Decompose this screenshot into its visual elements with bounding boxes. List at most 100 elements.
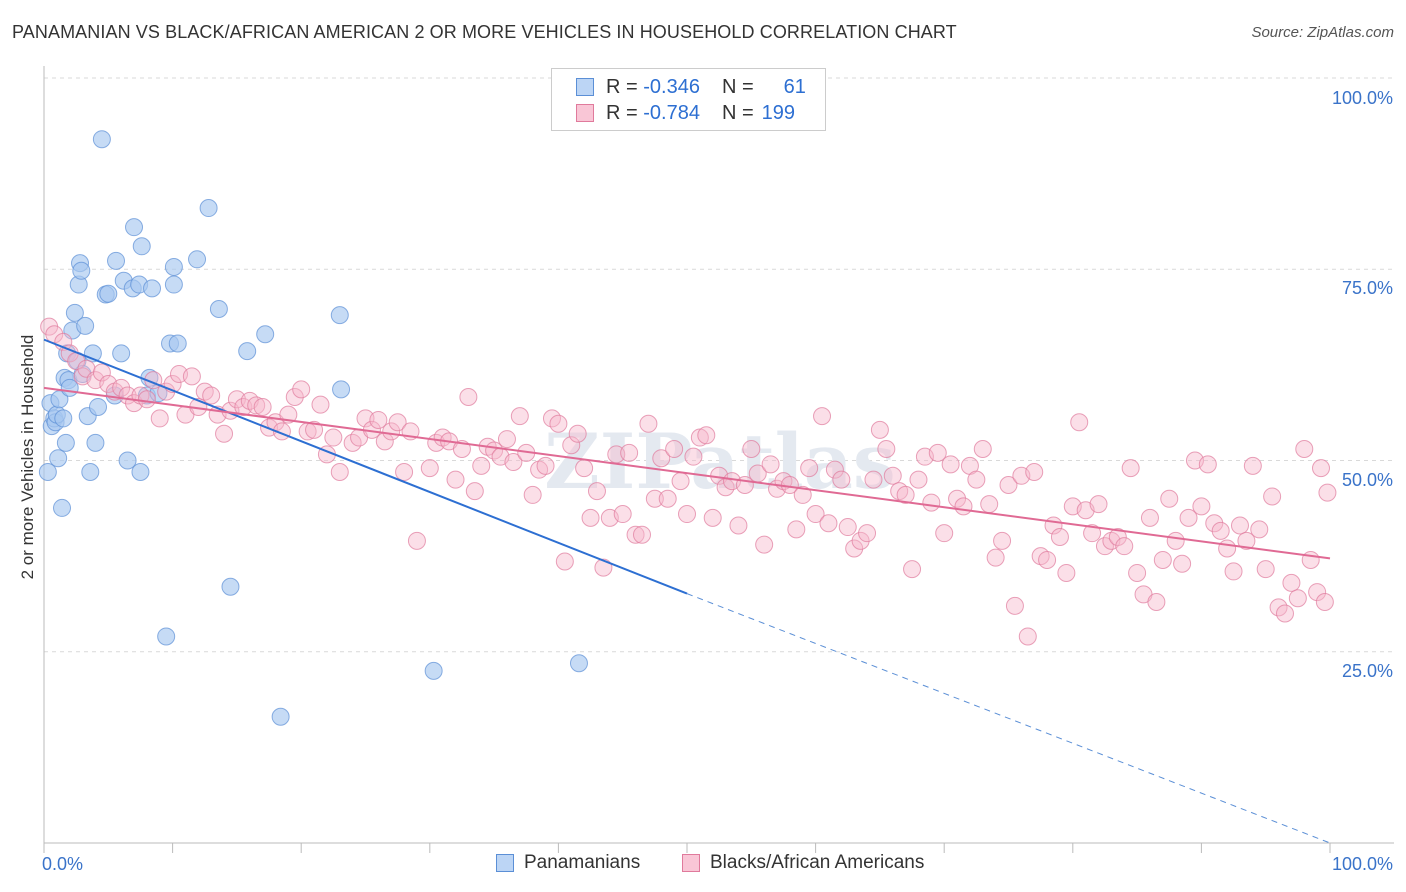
- black-point: [1153, 550, 1172, 569]
- black-point: [684, 447, 703, 466]
- series-label-panamanians: Panamanians: [524, 852, 641, 873]
- black-point: [697, 426, 716, 445]
- black-point: [1089, 495, 1108, 514]
- panamanian-point: [256, 325, 275, 344]
- panamanian-point: [125, 218, 144, 237]
- black-point: [632, 525, 651, 544]
- black-point: [1205, 514, 1224, 533]
- black-point: [1160, 489, 1179, 508]
- black-point: [292, 380, 311, 399]
- black-point: [896, 485, 915, 504]
- panamanian-point: [89, 397, 108, 416]
- series-legend-blacks[interactable]: Blacks/African Americans: [682, 852, 924, 874]
- black-point: [1192, 497, 1211, 516]
- black-point: [1198, 455, 1217, 474]
- black-point: [1115, 537, 1134, 556]
- black-point: [761, 455, 780, 474]
- black-point: [112, 378, 131, 397]
- black-point: [909, 470, 928, 489]
- panamanian-point: [209, 300, 228, 319]
- series-swatch-panamanians: [496, 854, 514, 872]
- black-point: [1288, 589, 1307, 608]
- black-point: [819, 514, 838, 533]
- black-point: [1318, 483, 1337, 502]
- black-point: [594, 558, 613, 577]
- black-point: [1256, 560, 1275, 579]
- series-legend-panamanians[interactable]: Panamanians: [496, 852, 640, 874]
- y-tick-label: 100.0%: [1332, 88, 1393, 108]
- panamanian-point: [54, 409, 73, 428]
- black-point: [305, 420, 324, 439]
- black-point: [1128, 563, 1147, 582]
- black-point: [407, 531, 426, 550]
- black-point: [845, 539, 864, 558]
- panamanian-point: [107, 251, 126, 270]
- black-point: [1243, 456, 1262, 475]
- black-point: [330, 462, 349, 481]
- black-point: [92, 363, 111, 382]
- black-point: [182, 367, 201, 386]
- black-point: [948, 489, 967, 508]
- black-point: [472, 456, 491, 475]
- x-tick-label: 0.0%: [42, 854, 83, 874]
- black-point: [202, 386, 221, 405]
- black-point: [1005, 596, 1024, 615]
- black-point: [324, 428, 343, 447]
- black-point: [1230, 516, 1249, 535]
- source-label: Source: ZipAtlas.com: [1251, 24, 1394, 41]
- black-point: [1179, 508, 1198, 527]
- panamanian-point: [199, 199, 218, 218]
- black-point: [285, 388, 304, 407]
- black-point: [1070, 413, 1089, 432]
- black-point: [510, 407, 529, 426]
- legend-r-label: R =: [606, 75, 638, 98]
- panamanian-point: [56, 433, 75, 452]
- legend-row-blacks: R = -0.784 N = 199: [576, 101, 795, 125]
- panamanian-point: [76, 316, 95, 335]
- black-point: [465, 482, 484, 501]
- panamanian-point: [330, 306, 349, 325]
- panamanian-point: [86, 433, 105, 452]
- black-point: [568, 424, 587, 443]
- black-point: [883, 466, 902, 485]
- black-point: [787, 520, 806, 539]
- black-point: [1050, 528, 1069, 546]
- black-point: [993, 531, 1012, 550]
- black-point: [1140, 508, 1159, 527]
- black-point: [356, 409, 375, 428]
- black-point: [620, 443, 639, 462]
- panamanian-point: [81, 462, 100, 481]
- black-point: [645, 489, 664, 508]
- black-point: [1308, 583, 1327, 602]
- black-point: [247, 396, 266, 415]
- black-point: [575, 459, 594, 478]
- y-tick-label: 25.0%: [1342, 661, 1393, 681]
- legend-r-value: -0.784: [643, 101, 700, 124]
- black-point: [1083, 524, 1102, 543]
- black-trend-line: [43, 386, 1331, 560]
- black-point: [639, 414, 658, 433]
- black-point: [671, 472, 690, 491]
- series-label-blacks: Blacks/African Americans: [710, 852, 925, 873]
- black-point: [954, 497, 973, 516]
- panamanian-point: [38, 462, 57, 481]
- black-point: [1147, 593, 1166, 612]
- black-point: [1121, 459, 1140, 478]
- panamanian-point: [49, 449, 68, 468]
- black-point: [967, 470, 986, 489]
- panamanian-point: [221, 577, 240, 596]
- black-point: [150, 409, 169, 428]
- panamanian-point: [118, 451, 137, 470]
- black-point: [678, 505, 696, 524]
- correlation-legend: R = -0.346 N = 61 R = -0.784 N = 199: [551, 68, 826, 131]
- legend-r-value: -0.346: [643, 75, 700, 98]
- black-point: [870, 420, 889, 439]
- legend-r-label: R =: [606, 101, 638, 124]
- panamanian-point: [112, 344, 131, 363]
- black-point: [215, 424, 234, 443]
- black-point: [1057, 563, 1076, 582]
- black-point: [941, 455, 960, 474]
- black-point: [549, 414, 568, 433]
- legend-n-label: N =: [721, 75, 754, 98]
